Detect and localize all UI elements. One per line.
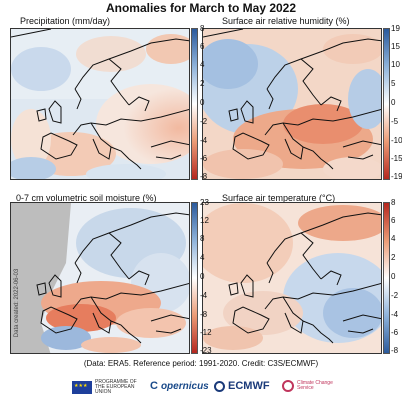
tick-label: 10 [391, 60, 400, 69]
c3s-logo: Climate Change Service [282, 380, 337, 392]
tick-label: 6 [391, 216, 396, 225]
soil-moisture-map [10, 202, 190, 354]
tick-label: 0 [200, 98, 205, 107]
copernicus-logo-text: opernicus [160, 380, 209, 392]
humidity-map [202, 28, 382, 180]
tick-label: -6 [391, 328, 399, 337]
tick-label: -8 [200, 172, 208, 181]
tick-label: 0 [391, 272, 396, 281]
tick-label: -8 [200, 310, 208, 319]
tick-label: 2 [200, 79, 205, 88]
tick-label: -19 [391, 172, 402, 181]
c3s-logo-text: Climate Change Service [297, 380, 333, 391]
tick-label: 8 [200, 24, 205, 33]
copernicus-c-icon: C [150, 380, 158, 392]
eu-logo: PROGRAMME OF THE EUROPEAN UNION [72, 380, 143, 395]
tick-label: -2 [391, 291, 399, 300]
soil-moisture-title: 0-7 cm volumetric soil moisture (%) [16, 193, 157, 203]
precipitation-title: Precipitation (mm/day) [20, 16, 111, 26]
tick-label: 4 [200, 253, 205, 262]
tick-label: -5 [391, 117, 399, 126]
tick-label: 19 [391, 24, 400, 33]
eu-logo-text: PROGRAMME OF THE EUROPEAN UNION [95, 379, 137, 395]
precipitation-colorbar [191, 28, 198, 180]
tick-label: -10 [391, 136, 402, 145]
temperature-map [202, 202, 382, 354]
tick-label: -8 [391, 346, 399, 355]
eu-flag-icon [72, 381, 92, 394]
tick-label: 8 [391, 198, 396, 207]
tick-label: 4 [391, 234, 396, 243]
temperature-title: Surface air temperature (°C) [222, 193, 336, 203]
tick-label: 5 [391, 79, 396, 88]
data-credit-footnote: (Data: ERA5. Reference period: 1991-2020… [83, 359, 319, 368]
data-created-label: Data created: 2022-06-03 [14, 268, 20, 338]
ecmwf-logo: ECMWF [214, 380, 270, 392]
tick-label: 8 [200, 234, 205, 243]
humidity-title: Surface air relative humidity (%) [222, 16, 350, 26]
tick-label: 15 [391, 42, 400, 51]
tick-label: 6 [200, 42, 205, 51]
tick-label: -2 [200, 117, 208, 126]
tick-label: -15 [391, 154, 402, 163]
tick-label: 12 [200, 216, 209, 225]
tick-label: 23 [200, 198, 209, 207]
tick-label: -4 [200, 136, 208, 145]
copernicus-logo: C opernicus [150, 380, 209, 392]
logo-bar: PROGRAMME OF THE EUROPEAN UNION C operni… [0, 376, 402, 400]
tick-label: -12 [200, 328, 212, 337]
tick-label: 0 [391, 98, 396, 107]
page-title: Anomalies for March to May 2022 [105, 1, 297, 15]
tick-label: 0 [200, 272, 205, 281]
humidity-colorbar [383, 28, 390, 180]
tick-label: 4 [200, 60, 205, 69]
c3s-ring-icon [282, 380, 294, 392]
tick-label: -23 [200, 346, 212, 355]
tick-label: -4 [200, 291, 208, 300]
tick-label: 2 [391, 253, 396, 262]
tick-label: -6 [200, 154, 208, 163]
ecmwf-logo-text: ECMWF [228, 380, 270, 392]
soil-moisture-colorbar [191, 202, 198, 354]
temperature-colorbar [383, 202, 390, 354]
ecmwf-ring-icon [214, 380, 225, 392]
tick-label: -4 [391, 310, 399, 319]
precipitation-map [10, 28, 190, 180]
